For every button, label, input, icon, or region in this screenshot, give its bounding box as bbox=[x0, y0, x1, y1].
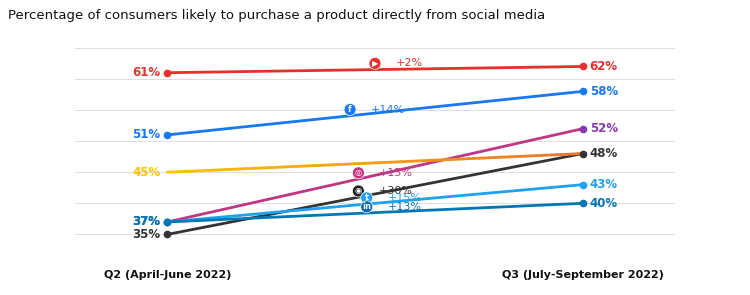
Text: 37%: 37% bbox=[133, 215, 160, 228]
Text: in: in bbox=[362, 202, 371, 211]
Text: t: t bbox=[364, 193, 369, 202]
Text: 52%: 52% bbox=[590, 122, 618, 135]
Text: 61%: 61% bbox=[132, 66, 160, 79]
Text: +2%: +2% bbox=[396, 58, 423, 68]
Text: ▶: ▶ bbox=[372, 59, 378, 68]
Text: 51%: 51% bbox=[132, 128, 160, 141]
Text: +30%: +30% bbox=[380, 186, 413, 196]
Text: 43%: 43% bbox=[590, 178, 618, 191]
Text: 37%: 37% bbox=[133, 215, 160, 228]
Text: +13%: +13% bbox=[388, 202, 422, 212]
Text: ◉: ◉ bbox=[355, 186, 362, 196]
Text: Percentage of consumers likely to purchase a product directly from social media: Percentage of consumers likely to purcha… bbox=[8, 9, 544, 22]
Text: Q2 (April-June 2022): Q2 (April-June 2022) bbox=[104, 271, 231, 281]
Text: 40%: 40% bbox=[590, 197, 618, 210]
Text: 48%: 48% bbox=[590, 147, 618, 160]
Text: +14%: +14% bbox=[370, 104, 405, 114]
Text: f: f bbox=[348, 105, 352, 114]
Text: 45%: 45% bbox=[132, 166, 160, 179]
Text: +15%: +15% bbox=[388, 193, 422, 203]
Text: ◎: ◎ bbox=[355, 168, 362, 177]
Text: 37%: 37% bbox=[133, 215, 160, 228]
Text: 62%: 62% bbox=[590, 60, 618, 73]
Text: 35%: 35% bbox=[132, 228, 160, 241]
Text: Q3 (July-September 2022): Q3 (July-September 2022) bbox=[502, 271, 664, 281]
Text: 58%: 58% bbox=[590, 85, 618, 98]
Text: +15%: +15% bbox=[380, 168, 413, 178]
